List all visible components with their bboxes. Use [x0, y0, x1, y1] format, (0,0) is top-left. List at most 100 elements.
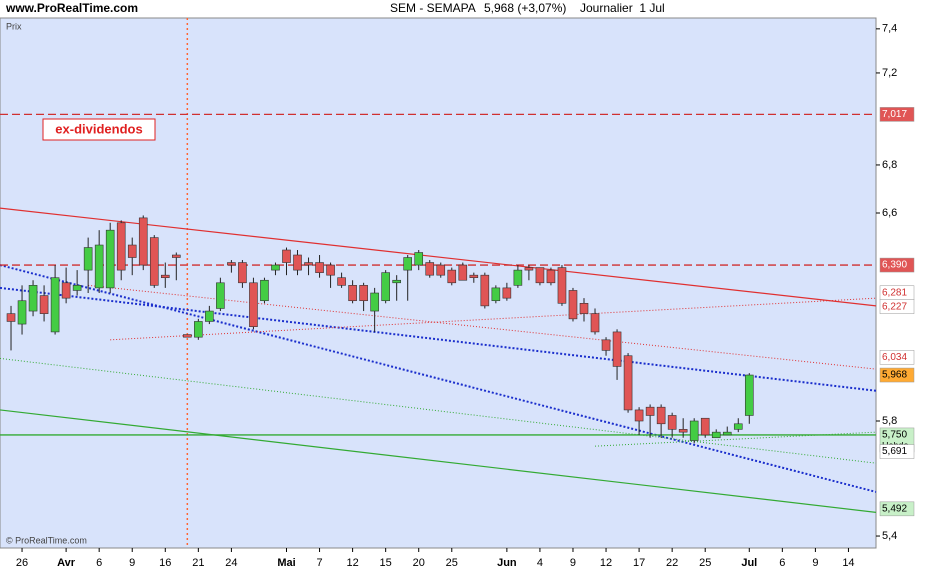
y-tick-label: 7,4 [882, 23, 897, 35]
price-tag-label: 7,017 [882, 109, 907, 120]
candle-body [227, 262, 236, 266]
candle-body [282, 249, 291, 263]
candle-body [425, 262, 435, 276]
candle-body [94, 244, 104, 289]
candle-body [656, 406, 666, 425]
candle-body [590, 313, 600, 333]
candle-body [72, 285, 82, 291]
y-tick-label: 5,8 [882, 415, 897, 427]
x-tick-label: 25 [446, 557, 458, 569]
candle-body [238, 262, 247, 284]
candle-body [172, 254, 181, 258]
price-tag-label: 6,034 [882, 352, 907, 363]
candle-body [502, 287, 512, 299]
candle-body [6, 313, 16, 322]
price-tag [879, 299, 915, 314]
candle-body [61, 282, 71, 299]
price-tag [879, 444, 915, 459]
trendline [0, 286, 877, 392]
candle-body [392, 279, 401, 284]
plot-area [0, 17, 877, 549]
candle-body [480, 274, 490, 307]
price-tag-label: 5,492 [882, 503, 907, 514]
x-tick-label: 15 [380, 557, 392, 569]
price-tag [879, 257, 915, 273]
candle-body [557, 267, 567, 304]
y-tick-label: 5,4 [882, 530, 897, 542]
price-tag [879, 367, 915, 383]
candle-body [623, 355, 633, 411]
x-tick-label: 12 [600, 557, 612, 569]
trendline [0, 264, 877, 493]
candle-body [160, 274, 170, 279]
candle-body [28, 285, 38, 312]
trendline [0, 409, 877, 513]
x-tick-label: 9 [812, 557, 818, 569]
price-tag-label: 6,281 [882, 287, 907, 298]
x-tick-label: 26 [16, 557, 28, 569]
candle-body [194, 321, 203, 338]
x-tick-label: 17 [633, 557, 645, 569]
candle-body [249, 282, 258, 327]
price-tag-label: 5,691 [882, 446, 907, 457]
candle-body [535, 267, 545, 284]
candle-body [370, 292, 379, 312]
price-tag-label: 6,390 [882, 260, 907, 271]
candle-body [667, 415, 677, 430]
y-tick-label: 6,6 [882, 207, 897, 219]
price-tag-label: 5,968 [882, 370, 907, 381]
x-tick-label: 20 [413, 557, 425, 569]
candle-body [436, 264, 446, 276]
site: www.ProRealTime.com [5, 1, 138, 15]
x-tick-label: 9 [129, 557, 135, 569]
x-tick-label: Mai [277, 557, 295, 569]
candle-body [359, 285, 368, 302]
candle-body [116, 222, 126, 271]
x-tick-label: 25 [699, 557, 711, 569]
price-tag [879, 501, 915, 517]
x-tick-label: 6 [96, 557, 102, 569]
y-tick-label: 7,2 [882, 67, 897, 79]
candle-body [337, 277, 346, 286]
candle-body [579, 302, 589, 314]
candle-body [149, 237, 159, 286]
candle-body [678, 429, 688, 433]
candle-body [39, 295, 49, 314]
candle-body [127, 244, 137, 258]
annotation-box [42, 118, 156, 141]
candle-body [722, 431, 732, 436]
footer: © ProRealTime.com [6, 535, 87, 545]
candle-body [458, 264, 468, 281]
candle-body [634, 409, 644, 422]
x-tick-label: 4 [537, 557, 543, 569]
y-axis-label: Prix [6, 21, 22, 31]
candle-body [414, 252, 424, 266]
trendline [110, 297, 877, 341]
price-tag [879, 107, 915, 122]
x-tick-label: 7 [316, 557, 322, 569]
x-tick-label: Avr [57, 557, 76, 569]
x-tick-label: 6 [779, 557, 785, 569]
candle-body [105, 229, 115, 289]
trendline [0, 357, 877, 464]
candle-body [403, 257, 412, 271]
candle-body [513, 269, 523, 286]
x-tick-label: 12 [346, 557, 358, 569]
candle-body [315, 262, 324, 273]
annotation: ex-dividendos [55, 121, 142, 136]
quote: 5,968 (+3,07%) [484, 1, 566, 15]
candle-body [568, 290, 578, 320]
candle-body [304, 262, 313, 266]
candle-body [205, 310, 214, 322]
price-tag-label: 6,227 [882, 301, 907, 312]
x-tick-label: 14 [842, 557, 854, 569]
chart-title: SEM - SEMAPA [390, 1, 476, 15]
candle-body [469, 274, 479, 279]
x-tick-label: 24 [225, 557, 237, 569]
candle-body [260, 279, 269, 302]
candle-body [348, 285, 357, 302]
candle-body [601, 339, 611, 351]
x-tick-label: 22 [666, 557, 678, 569]
candle-body [689, 420, 699, 441]
